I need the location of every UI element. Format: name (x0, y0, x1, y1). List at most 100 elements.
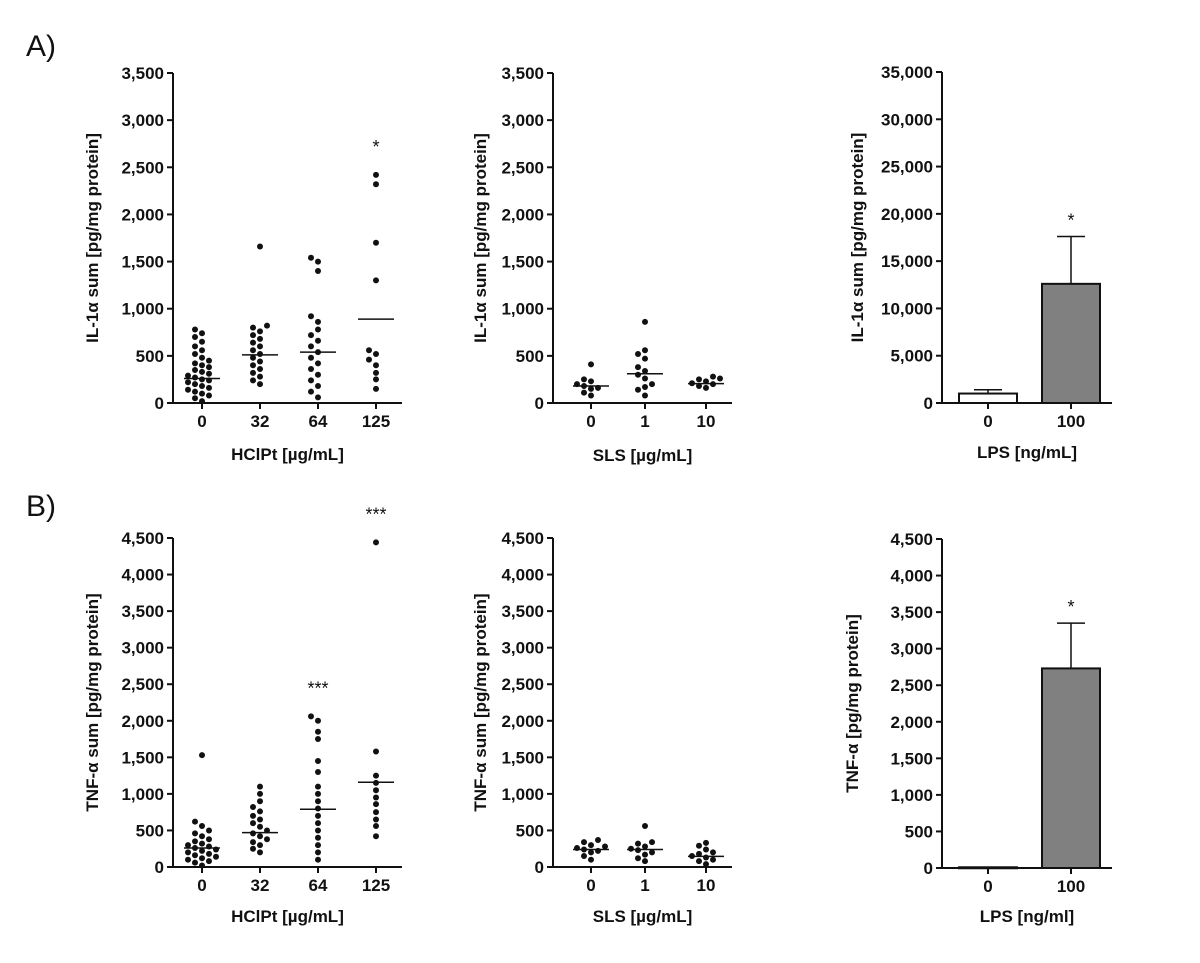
x-axis-title: HClPt [µg/mL] (231, 907, 344, 926)
data-point (199, 833, 205, 840)
data-point (250, 362, 256, 369)
data-point (308, 313, 314, 320)
data-point (250, 347, 256, 354)
bar (1041, 282, 1101, 404)
data-point (315, 790, 321, 797)
y-tick-label: 500 (516, 821, 544, 840)
x-tick-label: 64 (309, 412, 328, 431)
y-tick-label: 2,500 (501, 158, 544, 177)
data-point (257, 823, 263, 830)
data-point (308, 343, 314, 350)
data-point (257, 243, 263, 250)
x-tick-label: 0 (586, 412, 595, 431)
data-point (308, 354, 314, 361)
x-tick-label: 0 (197, 876, 206, 895)
y-tick-label: 1,500 (121, 748, 164, 767)
data-point (373, 787, 379, 794)
data-point (199, 368, 205, 375)
data-point (257, 343, 263, 350)
data-point (315, 268, 321, 274)
data-point (250, 354, 256, 361)
data-point (642, 318, 648, 325)
y-tick-label: 25,000 (881, 158, 933, 177)
data-point (315, 326, 321, 333)
x-axis-title: SLS [µg/mL] (593, 446, 693, 465)
x-tick-label: 1 (640, 412, 649, 431)
bar (1041, 667, 1101, 870)
y-axis-title: IL-1α sum [pg/mg protein] (83, 133, 102, 343)
data-point (588, 378, 594, 385)
data-point (703, 854, 709, 861)
y-tick-label: 2,000 (501, 205, 544, 224)
data-point (199, 362, 205, 369)
y-tick-label: 2,000 (501, 712, 544, 731)
y-tick-label: 1,000 (121, 785, 164, 804)
data-point (315, 842, 321, 849)
data-point (257, 816, 263, 823)
y-tick-label: 30,000 (881, 110, 933, 129)
data-point (373, 833, 379, 840)
x-tick-label: 100 (1057, 412, 1085, 431)
y-tick-label: 0 (535, 394, 544, 413)
data-point (696, 850, 702, 857)
data-point (192, 852, 198, 859)
y-tick-label: 4,000 (890, 567, 933, 586)
y-tick-label: 2,500 (890, 676, 933, 695)
data-point (315, 856, 321, 863)
data-point (206, 850, 212, 857)
data-point (250, 845, 256, 852)
data-point (257, 335, 263, 342)
y-axis-title: TNF-α sum [pg/mg protein] (471, 593, 490, 811)
data-point (250, 369, 256, 376)
y-axis-title: TNF-α sum [pg/mg protein] (83, 593, 102, 811)
x-tick-label: 32 (251, 876, 270, 895)
bar (958, 866, 1018, 870)
y-tick-label: 20,000 (881, 205, 933, 224)
data-point (373, 539, 379, 546)
data-point (373, 369, 379, 376)
data-point (373, 362, 379, 369)
data-point (308, 388, 314, 395)
data-point (264, 836, 270, 843)
chart-4: 0 500 1,000 1,500 2,000 2,500 3,000 3,500 4,000 4… (83, 504, 402, 926)
significance-label: * (1067, 597, 1074, 617)
data-point (257, 366, 263, 373)
data-point (206, 858, 212, 865)
data-point (373, 772, 379, 779)
data-point (257, 790, 263, 797)
chart-2: 0 500 1,000 1,500 2,000 2,500 3,000 3,500 0 1 10SL… (471, 64, 732, 465)
data-point (250, 812, 256, 819)
x-tick-label: 0 (586, 876, 595, 895)
data-point (315, 728, 321, 735)
data-point (710, 856, 716, 863)
data-point (703, 861, 709, 868)
data-point (595, 836, 601, 843)
data-point (199, 338, 205, 345)
data-point (250, 839, 256, 846)
data-point (257, 808, 263, 815)
y-tick-label: 1,500 (890, 749, 933, 768)
x-tick-label: 0 (983, 877, 992, 896)
data-point (373, 385, 379, 392)
data-point (315, 383, 321, 390)
data-point (649, 849, 655, 856)
data-point (696, 376, 702, 383)
y-tick-label: 3,000 (121, 639, 164, 658)
data-point (588, 856, 594, 863)
data-point (581, 389, 587, 396)
y-tick-label: 35,000 (881, 63, 933, 82)
data-point (315, 337, 321, 344)
x-tick-label: 125 (362, 876, 390, 895)
data-point (315, 371, 321, 378)
data-point (642, 843, 648, 850)
data-point (373, 277, 379, 284)
data-point (199, 823, 205, 830)
chart-5: 0 500 1,000 1,500 2,000 2,500 3,000 3,500 4,000 4… (471, 529, 732, 926)
data-point (373, 748, 379, 755)
data-point (199, 383, 205, 390)
data-point (366, 347, 372, 354)
x-axis-title: HClPt [µg/mL] (231, 445, 344, 464)
y-tick-label: 3,000 (121, 111, 164, 130)
data-point (315, 827, 321, 834)
data-point (581, 839, 587, 846)
